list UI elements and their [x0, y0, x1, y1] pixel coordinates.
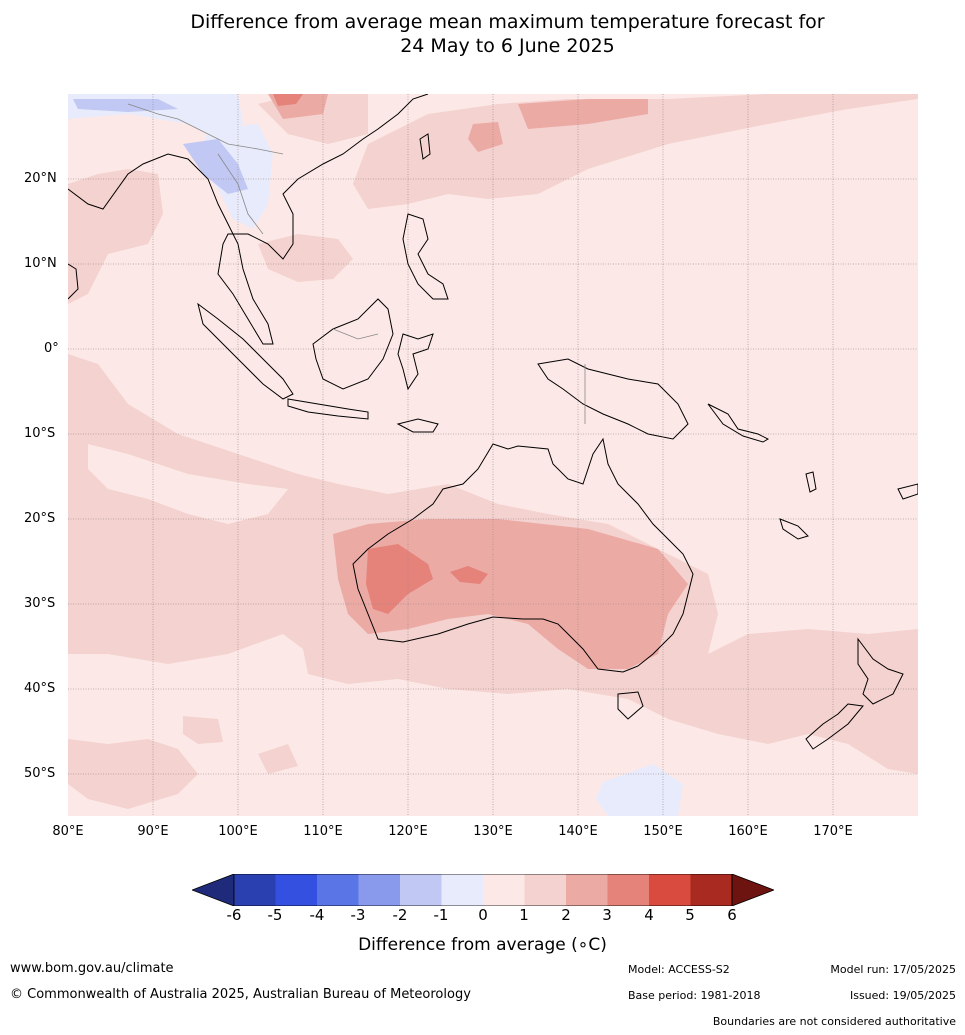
anomaly-cool-southern-ocean — [596, 764, 683, 816]
anomaly-1-2-south-china-sea — [258, 234, 353, 282]
colorbar-cell — [275, 874, 317, 906]
colorbar-cell — [234, 874, 276, 906]
colorbar-tick: 5 — [685, 906, 695, 924]
nz-north-island-coast — [857, 637, 904, 705]
lat-label: 50°S — [24, 766, 56, 781]
anomaly-2-3-north-pacific-2 — [468, 122, 503, 152]
colorbar-cells — [192, 874, 774, 906]
sumatra-coast — [197, 302, 294, 400]
timor-coast — [396, 418, 439, 433]
lat-label: 10°S — [24, 426, 56, 441]
anomaly-2-3-australia — [333, 519, 688, 669]
colorbar-extend-high — [731, 874, 774, 906]
colorbar-label: Difference from average (∘C) — [358, 935, 607, 955]
colorbar-tick: -5 — [267, 906, 283, 924]
anomaly-2-3-north-pacific — [518, 99, 648, 129]
disclaimer-text: Boundaries are not considered authoritat… — [712, 1015, 956, 1028]
new-caledonia-coast — [779, 518, 809, 540]
anomaly-3-4-central-australia — [450, 566, 488, 584]
colorbar-cell — [649, 874, 691, 906]
philippines-coast — [402, 213, 449, 300]
lon-label: 150°E — [643, 824, 683, 839]
colorbar-cell — [607, 874, 649, 906]
solomon-islands-coast — [707, 403, 770, 443]
asia-mainland-coast — [68, 94, 429, 345]
lon-label: 110°E — [303, 824, 343, 839]
lon-label: 100°E — [218, 824, 258, 839]
anomaly-3-4-western-australia — [366, 544, 433, 614]
title-line-1: Difference from average mean maximum tem… — [190, 11, 825, 33]
forecast-map — [68, 94, 918, 816]
nz-south-island-coast — [805, 703, 864, 750]
colorbar-tick: -2 — [392, 906, 408, 924]
colorbar-cell — [317, 874, 359, 906]
lat-label: 30°S — [24, 596, 56, 611]
lat-label: 20°S — [24, 511, 56, 526]
lon-label: 130°E — [473, 824, 513, 839]
sulawesi-coast — [397, 333, 434, 391]
tasmania-coast — [617, 691, 644, 720]
graticule — [68, 94, 918, 816]
colorbar-tick: -4 — [309, 906, 325, 924]
lon-label: 140°E — [558, 824, 598, 839]
title-line-2: 24 May to 6 June 2025 — [400, 35, 615, 57]
colorbar-cell — [400, 874, 442, 906]
lon-label: 120°E — [388, 824, 428, 839]
map-title: Difference from average mean maximum tem… — [0, 10, 965, 58]
anomaly-3-4-china — [273, 94, 303, 106]
anomaly-1-2-bay-of-bengal — [68, 169, 163, 304]
anomaly-1-2-small-2 — [258, 744, 298, 774]
vanuatu-coast — [805, 471, 817, 493]
colorbar-tick: 6 — [727, 906, 737, 924]
colorbar-tick: -3 — [350, 906, 366, 924]
coastlines — [68, 94, 918, 750]
java-coast — [287, 398, 369, 420]
lat-label: 0° — [44, 341, 59, 356]
colorbar — [192, 874, 774, 906]
border-2 — [217, 153, 264, 235]
colorbar-cell — [358, 874, 400, 906]
australia-coast — [352, 437, 694, 673]
sri-lanka-coast — [68, 263, 79, 300]
borneo-border — [332, 328, 379, 340]
model-text: Model: ACCESS-S2 — [628, 963, 730, 976]
colorbar-cell — [441, 874, 483, 906]
borneo-coast — [312, 298, 394, 390]
map-canvas — [68, 94, 918, 816]
country-borders — [127, 103, 586, 424]
colorbar-tick: 0 — [478, 906, 488, 924]
colorbar-tick: -6 — [226, 906, 242, 924]
lon-label: 160°E — [728, 824, 768, 839]
copyright-text: © Commonwealth of Australia 2025, Austra… — [10, 987, 471, 1002]
lon-label: 170°E — [813, 824, 853, 839]
model-run-text: Model run: 17/05/2025 — [830, 963, 956, 976]
anomaly-cool-north-2 — [73, 99, 178, 112]
anomaly-cool-indochina-2 — [183, 139, 248, 194]
colorbar-tick: 4 — [644, 906, 654, 924]
colorbar-cell — [483, 874, 525, 906]
colorbar-cell — [524, 874, 566, 906]
lat-label: 40°S — [24, 681, 56, 696]
border-1 — [127, 103, 284, 155]
lat-label: 20°N — [24, 171, 57, 186]
issued-text: Issued: 19/05/2025 — [849, 989, 956, 1002]
colorbar-tick: 2 — [561, 906, 571, 924]
colorbar-cell — [690, 874, 732, 906]
colorbar-extend-low — [192, 874, 235, 906]
colorbar-outline — [233, 874, 733, 906]
website-text: www.bom.gov.au/climate — [10, 961, 174, 976]
lat-label: 10°N — [24, 256, 57, 271]
colorbar-tick: -1 — [433, 906, 449, 924]
lon-label: 90°E — [137, 824, 169, 839]
base-period-text: Base period: 1981-2018 — [628, 989, 761, 1002]
taiwan-coast — [419, 133, 431, 160]
colorbar-tick: 1 — [519, 906, 529, 924]
colorbar-tick: 3 — [602, 906, 612, 924]
colorbar-cell — [566, 874, 608, 906]
anomaly-1-2-small — [183, 716, 223, 744]
new-guinea-coast — [537, 358, 689, 440]
fiji-coast — [897, 483, 918, 500]
lon-label: 80°E — [52, 824, 84, 839]
